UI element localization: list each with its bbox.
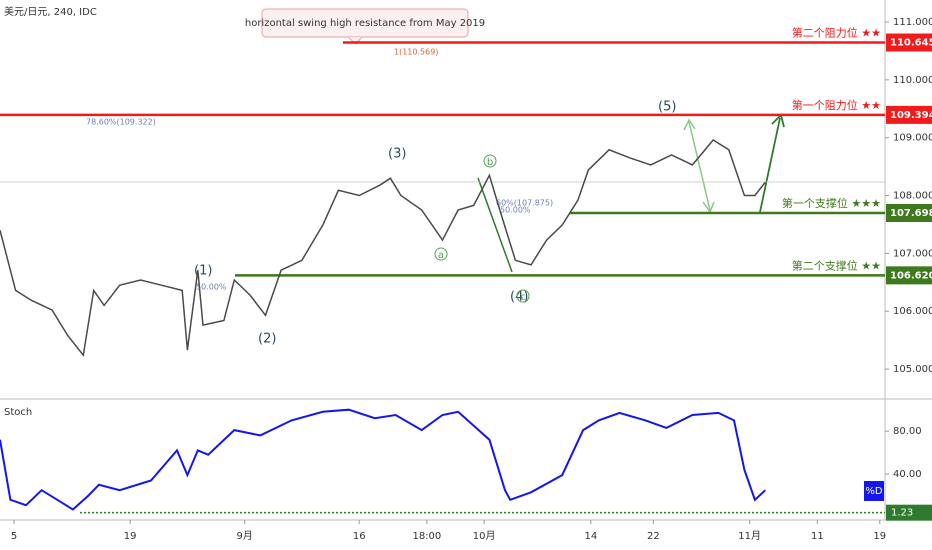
arrow — [477, 177, 513, 273]
wave-circle — [516, 289, 530, 303]
price-pill-label: 107.698 — [890, 208, 932, 219]
wave-label: (3) — [388, 147, 406, 162]
price-pill-label: 106.620 — [890, 270, 932, 281]
symbol-title: 美元/日元, 240, IDC — [4, 5, 97, 18]
price-pill — [886, 203, 932, 222]
fib-label: 50.00% — [196, 283, 227, 292]
y-tick-label: 108.000 — [893, 191, 932, 202]
wave-label: (2) — [258, 332, 276, 347]
x-tick-label: 18:00 — [412, 531, 441, 542]
y-tick-label: 111.000 — [893, 17, 932, 28]
series-line — [0, 139, 766, 358]
level-name: 第一个阻力位 ★★ — [792, 98, 881, 112]
y-tick-label: 80.00 — [893, 426, 922, 437]
x-tick-label: 22 — [647, 531, 660, 542]
stoch-title: Stoch — [4, 407, 32, 418]
y-tick-label: 105.000 — [893, 364, 932, 375]
y-tick-label: 110.000 — [893, 75, 932, 86]
level-name: 第一个支撑位 ★★★ — [782, 196, 881, 210]
price-pill — [886, 105, 932, 124]
wave-label: b — [487, 157, 493, 168]
y-tick-label: 109.000 — [893, 133, 932, 144]
level-name: 第二个阻力位 ★★ — [792, 26, 881, 40]
fib-label: 60%(107.875) — [496, 199, 553, 208]
wave-label: c — [520, 292, 526, 303]
level-name: 第二个支撑位 ★★ — [792, 258, 881, 272]
x-tick-label: 14 — [585, 531, 598, 542]
price-pill — [886, 33, 932, 52]
price-pill-label: 109.394 — [890, 110, 932, 121]
legend-label: %D — [865, 486, 883, 497]
x-tick-label: 19 — [124, 531, 137, 542]
wave-circle — [483, 154, 497, 168]
y-tick-label: 107.000 — [893, 248, 932, 259]
x-tick-label: 11 — [811, 531, 824, 542]
wave-label: (5) — [658, 100, 676, 115]
x-tick-label: 11月 — [738, 530, 761, 542]
x-tick-label: 10月 — [473, 530, 496, 542]
callout-box — [261, 8, 469, 38]
x-tick-label: 19 — [873, 531, 886, 542]
fib-label: 1(110.569) — [394, 48, 438, 57]
y-tick-label: 106.000 — [893, 306, 932, 317]
x-tick-label: 16 — [353, 531, 366, 542]
wave-label: a — [438, 250, 444, 261]
callout-text: horizontal swing high resistance from Ma… — [245, 18, 485, 29]
wave-circle — [434, 247, 448, 261]
level-pill — [886, 504, 932, 521]
series-line — [0, 408, 766, 511]
fib-label: 50.00% — [500, 206, 531, 215]
legend-box — [864, 481, 884, 501]
x-tick-label: 9月 — [236, 530, 252, 542]
fib-label: 78.60%(109.322) — [86, 118, 156, 127]
price-pill-label: 110.645 — [890, 38, 932, 49]
price-pill — [886, 266, 932, 285]
wave-label: (4) — [510, 290, 528, 305]
y-tick-label: 40.00 — [893, 469, 922, 480]
callout-pointer — [347, 36, 363, 45]
level-pill-label: 1.23 — [891, 508, 913, 519]
x-tick-label: 5 — [11, 531, 17, 542]
